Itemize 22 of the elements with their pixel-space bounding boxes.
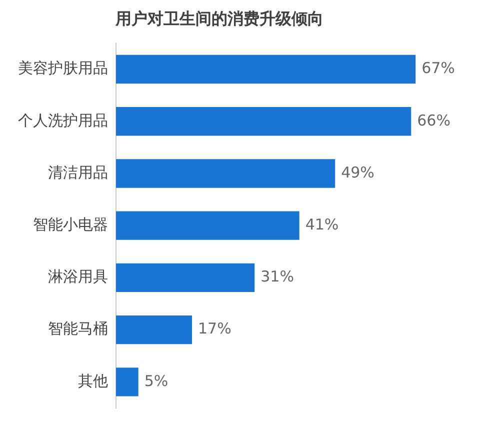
y-tick-label: 个人洗护用品 <box>18 111 108 130</box>
data-label: 5% <box>144 372 168 390</box>
bar <box>116 107 412 136</box>
y-tick-label: 其他 <box>78 372 108 390</box>
y-tick-label: 智能马桶 <box>48 320 108 338</box>
bar <box>116 315 192 344</box>
data-label: 41% <box>305 215 339 234</box>
data-label: 66% <box>417 111 450 130</box>
data-label: 31% <box>260 268 294 286</box>
bar <box>116 54 416 84</box>
y-tick-label: 清洁用品 <box>48 163 108 182</box>
y-tick-label: 智能小电器 <box>33 215 108 234</box>
bar <box>116 263 255 292</box>
data-label: 17% <box>198 320 232 338</box>
y-tick-label: 淋浴用具 <box>48 268 108 286</box>
y-tick-label: 美容护肤用品 <box>18 59 108 78</box>
bar <box>116 159 336 188</box>
bar <box>116 211 300 240</box>
data-label: 49% <box>341 163 374 182</box>
data-label: 67% <box>422 59 455 78</box>
chart-title: 用户对卫生间的消费升级倾向 <box>114 8 324 28</box>
bar <box>116 368 138 396</box>
